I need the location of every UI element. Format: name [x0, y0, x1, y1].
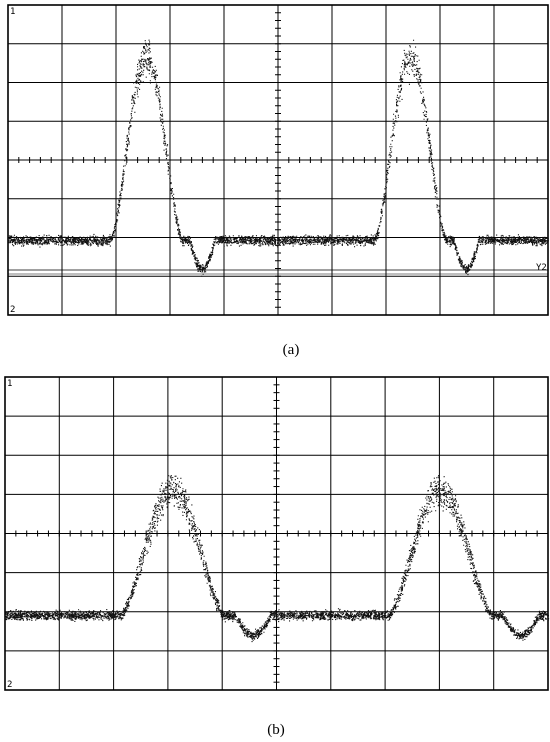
marker-label: 2 — [7, 680, 12, 690]
marker-label: 1 — [10, 7, 15, 17]
caption-b: (b) — [267, 722, 285, 738]
reference-label: Y2 — [536, 263, 547, 273]
marker-label: 2 — [10, 305, 15, 315]
panel-b: 12 — [4, 376, 550, 691]
panel-a: 1 2 Y2 — [7, 4, 549, 316]
marker-label: 1 — [7, 379, 12, 389]
caption-a: (a) — [283, 342, 300, 358]
signal-trace — [5, 475, 550, 643]
